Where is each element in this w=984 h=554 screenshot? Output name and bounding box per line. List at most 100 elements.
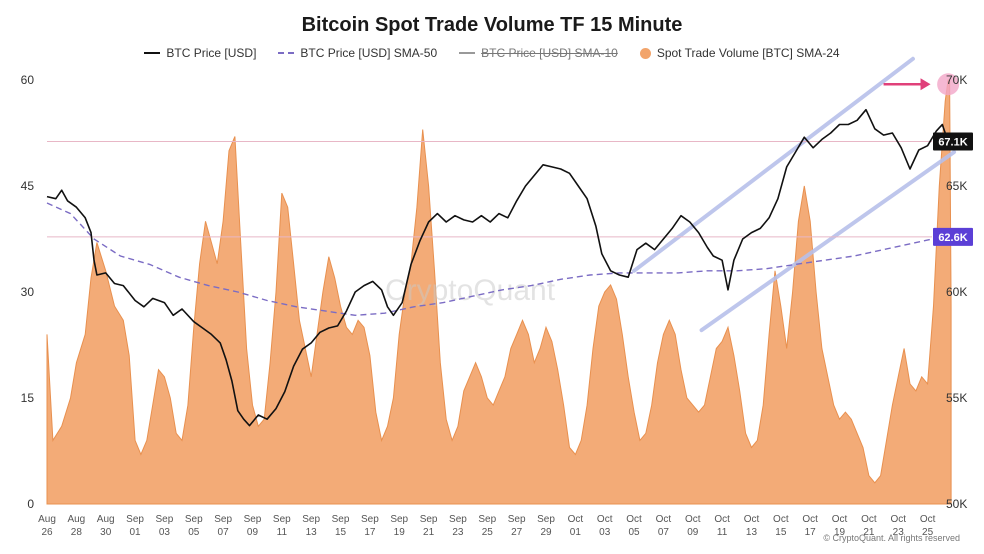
x-tick-label-month: Oct — [685, 514, 701, 525]
x-tick-label-day: 17 — [364, 527, 376, 538]
volume-area — [46, 79, 952, 505]
legend-label: BTC Price [USD] — [166, 46, 257, 60]
legend-gray-line-icon — [459, 52, 476, 54]
x-tick-label-month: Sep — [332, 514, 350, 525]
legend-label: BTC Price [USD] SMA-50 — [300, 46, 438, 60]
legend-btc-sma10[interactable]: BTC Price [USD] SMA-10 — [459, 46, 618, 60]
price-lines-layer — [46, 108, 949, 427]
x-tick-label-month: Oct — [626, 514, 642, 525]
x-tick-label-month: Sep — [508, 514, 526, 525]
y-right-tick-label: 55K — [946, 391, 967, 405]
legend-solid-line-icon — [144, 52, 161, 54]
x-tick-label-day: 03 — [159, 527, 171, 538]
x-tick-label-day: 15 — [335, 527, 347, 538]
x-tick-label-month: Sep — [126, 514, 144, 525]
x-tick-label-month: Oct — [773, 514, 789, 525]
x-tick-label-month: Sep — [244, 514, 262, 525]
x-tick-label-day: 29 — [540, 527, 552, 538]
copyright-text: © CryptoQuant. All rights reserved — [823, 533, 960, 543]
x-tick-label-month: Oct — [832, 514, 848, 525]
arrow-head-icon — [920, 78, 931, 91]
legend-spot-volume[interactable]: Spot Trade Volume [BTC] SMA-24 — [639, 46, 840, 60]
x-tick-label-day: 11 — [717, 527, 728, 538]
x-tick-label-month: Sep — [156, 514, 174, 525]
x-tick-label-month: Sep — [478, 514, 496, 525]
x-tick-label-month: Sep — [302, 514, 320, 525]
volume-area-layer: CryptoQuant — [46, 79, 952, 505]
x-tick-label-day: 30 — [100, 527, 112, 538]
x-tick-label-month: Oct — [714, 514, 730, 525]
x-tick-label-day: 05 — [188, 527, 200, 538]
x-tick-label-month: Oct — [861, 514, 877, 525]
x-tick-label-day: 27 — [511, 527, 523, 538]
x-tick-label-day: 15 — [775, 527, 787, 538]
x-tick-label-month: Sep — [420, 514, 438, 525]
x-tick-label-month: Oct — [597, 514, 613, 525]
price-label-text: 62.6K — [938, 232, 967, 244]
y-left-tick-label: 15 — [21, 391, 35, 405]
y-left-tick-label: 45 — [21, 179, 35, 193]
x-tick-label-month: Aug — [67, 514, 85, 525]
legend-label: Spot Trade Volume [BTC] SMA-24 — [656, 46, 840, 60]
x-tick-label-month: Oct — [744, 514, 760, 525]
x-tick-label-month: Aug — [38, 514, 56, 525]
x-tick-label-day: 07 — [658, 527, 670, 538]
x-tick-label-month: Oct — [920, 514, 936, 525]
y-left-tick-label: 30 — [21, 285, 35, 299]
price-label-box — [933, 132, 973, 151]
x-tick-label-day: 23 — [452, 527, 464, 538]
price-label-box — [933, 227, 973, 246]
x-tick-label-day: 09 — [247, 527, 259, 538]
x-tick-label-month: Sep — [390, 514, 408, 525]
x-tick-label-month: Sep — [185, 514, 203, 525]
price-label-text: 67.1K — [938, 136, 967, 148]
x-tick-label-day: 01 — [570, 527, 582, 538]
x-tick-label-day: 07 — [218, 527, 230, 538]
chart-title: Bitcoin Spot Trade Volume TF 15 Minute — [301, 14, 683, 36]
x-tick-label-day: 17 — [805, 527, 817, 538]
x-tick-label-month: Oct — [802, 514, 818, 525]
legend-dot-icon — [639, 47, 651, 59]
x-tick-label-day: 26 — [41, 527, 53, 538]
watermark-text: CryptoQuant — [385, 274, 556, 307]
y-right-tick-label: 50K — [946, 497, 967, 511]
y-right-tick-label: 60K — [946, 285, 967, 299]
x-tick-label-day: 13 — [306, 527, 318, 538]
x-tick-label-day: 21 — [423, 527, 435, 538]
x-tick-label-month: Oct — [890, 514, 906, 525]
x-tick-label-day: 21 — [863, 527, 875, 538]
x-tick-label-month: Oct — [568, 514, 584, 525]
annotation-layer — [47, 56, 960, 333]
x-tick-label-month: Sep — [449, 514, 467, 525]
x-tick-label-day: 23 — [893, 527, 905, 538]
chart-legend: BTC Price [USD] BTC Price [USD] SMA-50 B… — [0, 46, 984, 60]
x-tick-label-month: Sep — [273, 514, 291, 525]
x-tick-label-day: 19 — [394, 527, 406, 538]
legend-btc-price[interactable]: BTC Price [USD] — [144, 46, 256, 60]
legend-label: BTC Price [USD] SMA-10 — [481, 46, 618, 60]
y-right-tick-label: 65K — [946, 179, 967, 193]
x-tick-label-day: 13 — [746, 527, 758, 538]
btc-sma50-line — [46, 202, 943, 317]
x-tick-label-day: 05 — [629, 527, 641, 538]
x-tick-label-day: 01 — [129, 527, 141, 538]
x-tick-label-day: 19 — [834, 527, 846, 538]
x-tick-label-month: Sep — [537, 514, 555, 525]
highlight-circle — [937, 73, 960, 96]
btc-price-line — [46, 108, 949, 427]
legend-btc-sma50[interactable]: BTC Price [USD] SMA-50 — [278, 46, 437, 60]
legend-dashed-line-icon — [278, 52, 295, 54]
channel-trend-line — [632, 56, 915, 273]
x-tick-label-day: 25 — [922, 527, 934, 538]
x-tick-label-month: Oct — [656, 514, 672, 525]
axes-layer: 0 15 30 45 60 50K 55K 60K 65K 70K 67.1K 62.6K Aug 26 A… — [21, 73, 973, 543]
x-tick-label-day: 28 — [71, 527, 83, 538]
channel-trend-line — [699, 150, 957, 333]
x-tick-label-month: Sep — [214, 514, 232, 525]
y-left-tick-label: 60 — [21, 73, 35, 87]
x-tick-label-day: 11 — [277, 527, 288, 538]
y-right-tick-label: 70K — [946, 73, 967, 87]
x-tick-label-day: 25 — [482, 527, 494, 538]
x-tick-label-day: 09 — [687, 527, 699, 538]
